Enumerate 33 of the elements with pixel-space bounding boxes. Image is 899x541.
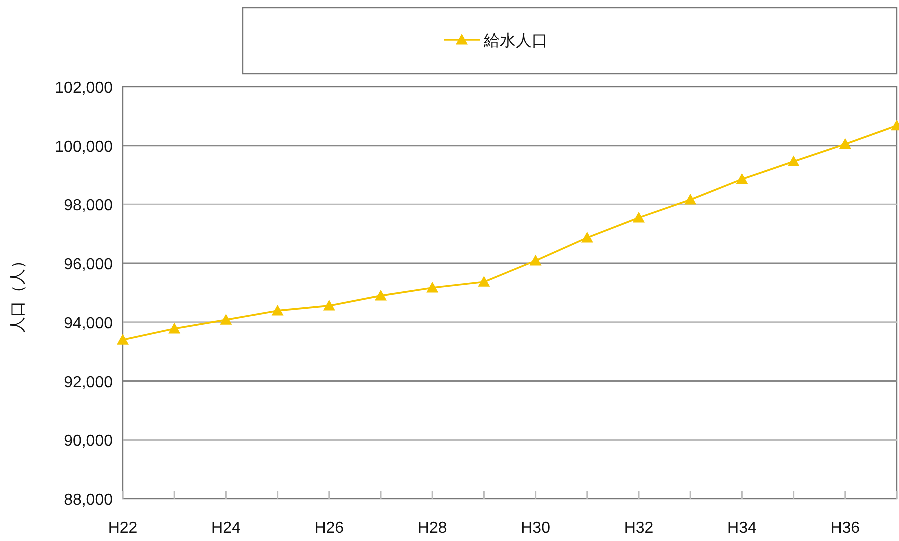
- point: [530, 254, 542, 266]
- point: [478, 276, 490, 287]
- y-tick-label: 96,000: [64, 256, 114, 274]
- x-tick-label: H24: [212, 520, 241, 537]
- point: [220, 314, 232, 325]
- x-tick-label: H26: [314, 520, 344, 537]
- point: [117, 334, 129, 345]
- point: [323, 300, 336, 311]
- y-tick-label: 98,000: [64, 198, 114, 215]
- y-tick-label: 100,000: [55, 138, 114, 156]
- point: [272, 304, 284, 316]
- x-tick-label: H30: [521, 520, 551, 537]
- point: [788, 156, 800, 167]
- point: [426, 282, 439, 293]
- point: [839, 138, 852, 150]
- y-tick-label: 90,000: [64, 433, 114, 450]
- x-tick-label: H34: [728, 520, 757, 537]
- y-tick-label: 88,000: [64, 492, 114, 509]
- y-tick-label: 92,000: [64, 374, 114, 392]
- x-tick-label: H28: [418, 520, 448, 537]
- x-tick-label: H32: [624, 520, 654, 537]
- point: [168, 322, 181, 334]
- x-tick-label: H22: [108, 520, 138, 537]
- y-tick-label: 102,000: [55, 80, 114, 97]
- y-tick-label: 94,000: [64, 315, 114, 332]
- point: [633, 212, 645, 223]
- x-tick-label: H36: [830, 520, 860, 537]
- point: [581, 232, 594, 243]
- y-axis-title: 人口（人）: [10, 253, 27, 333]
- point: [684, 194, 697, 205]
- legend-label: 給水人口: [483, 32, 548, 50]
- point: [375, 290, 387, 301]
- point: [736, 173, 748, 184]
